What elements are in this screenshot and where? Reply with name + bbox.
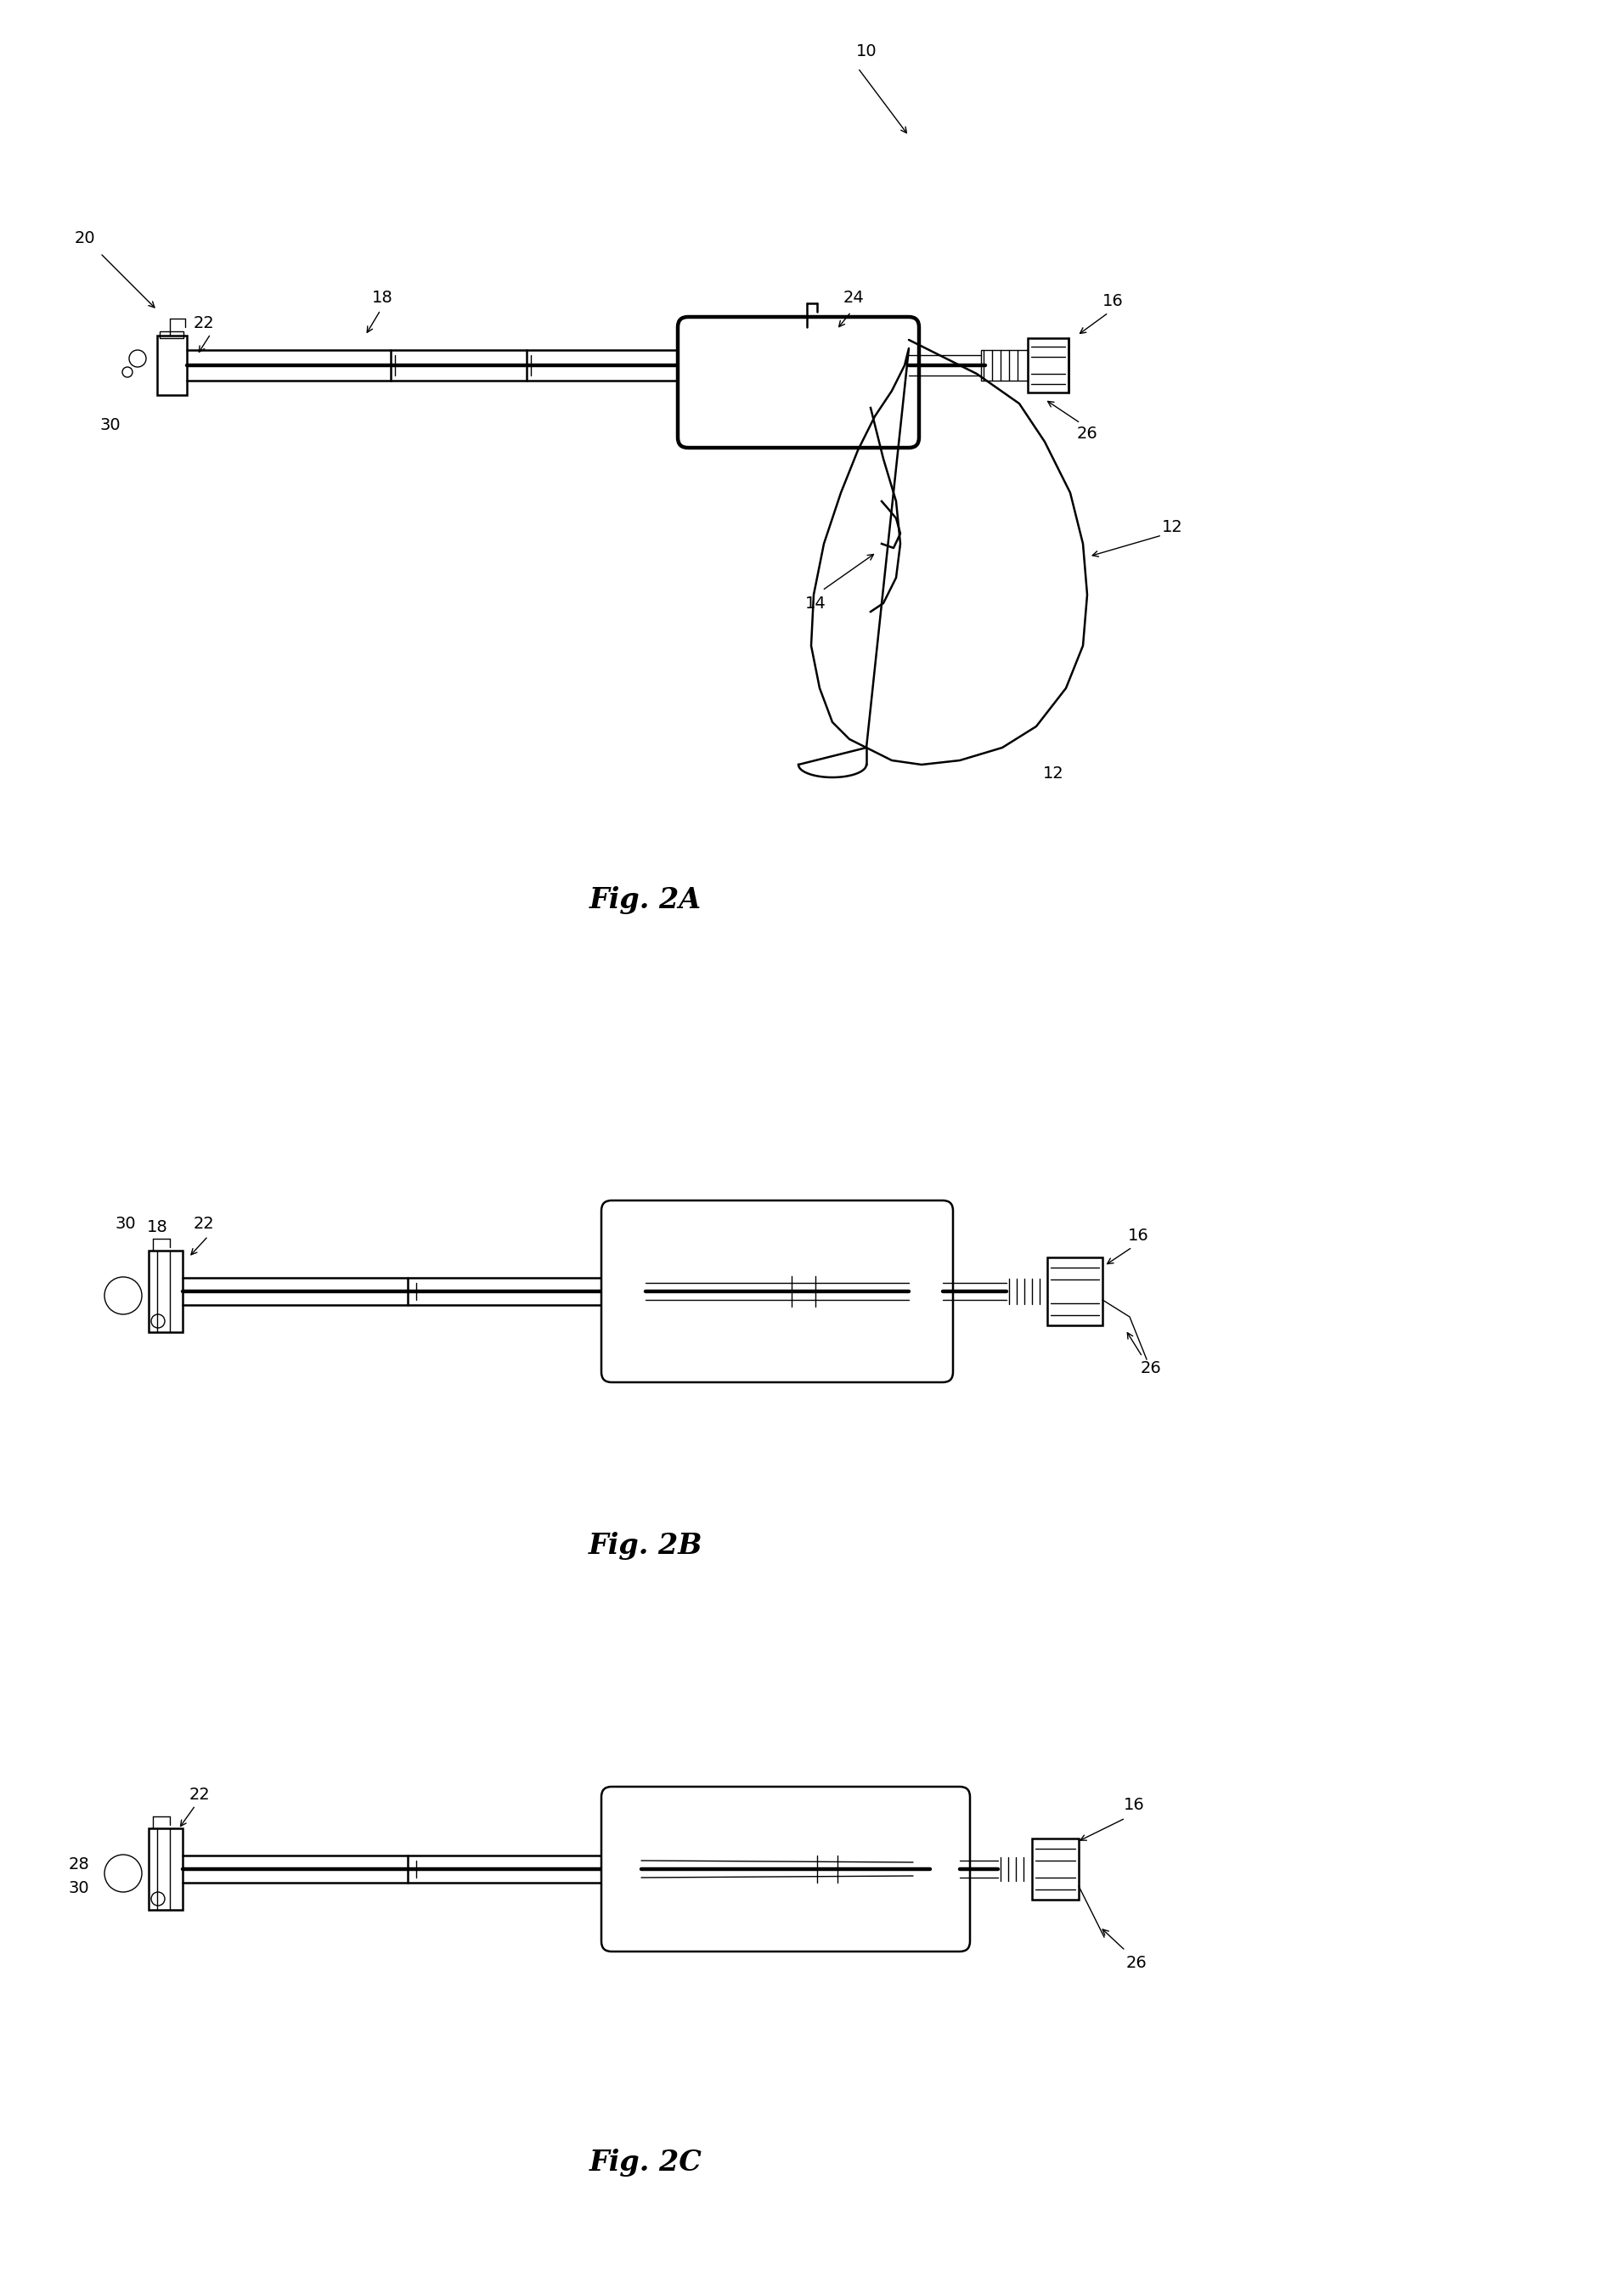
Text: 28: 28 [68,1858,89,1874]
Text: 18: 18 [146,1219,167,1237]
Bar [149,1251,182,1333]
Bar [788,1276,818,1308]
Text: 20: 20 [75,230,96,246]
FancyBboxPatch shape [601,1787,970,1951]
Text: 18: 18 [372,290,393,306]
Text: Fig. 2A: Fig. 2A [590,885,702,915]
Bar [149,1828,182,1910]
Text: 16: 16 [1124,1798,1145,1814]
Text: 30: 30 [68,1880,89,1896]
Text: Fig. 2C: Fig. 2C [590,2147,702,2177]
Text: 22: 22 [193,1216,214,1232]
Bar [1028,338,1069,393]
Text: 26: 26 [1125,1953,1147,1972]
Text: 12: 12 [1161,518,1182,534]
Bar [159,331,184,338]
Text: 22: 22 [193,315,214,331]
Text: 26: 26 [1140,1360,1161,1376]
Text: 12: 12 [1043,764,1064,780]
Text: 22: 22 [188,1787,209,1803]
FancyBboxPatch shape [677,317,919,447]
Bar [1031,1839,1078,1899]
Text: 16: 16 [1127,1228,1148,1244]
Text: 30: 30 [115,1216,136,1232]
Bar [1047,1257,1103,1326]
Bar [981,349,1028,381]
Text: 10: 10 [856,43,877,59]
Bar [814,1855,841,1883]
Text: Fig. 2B: Fig. 2B [588,1531,703,1561]
Bar [158,335,187,395]
Text: 14: 14 [806,596,827,612]
Text: 16: 16 [1103,294,1124,310]
Text: 26: 26 [1077,424,1098,440]
Text: 24: 24 [843,290,864,306]
Text: 30: 30 [101,418,120,434]
FancyBboxPatch shape [601,1200,953,1383]
